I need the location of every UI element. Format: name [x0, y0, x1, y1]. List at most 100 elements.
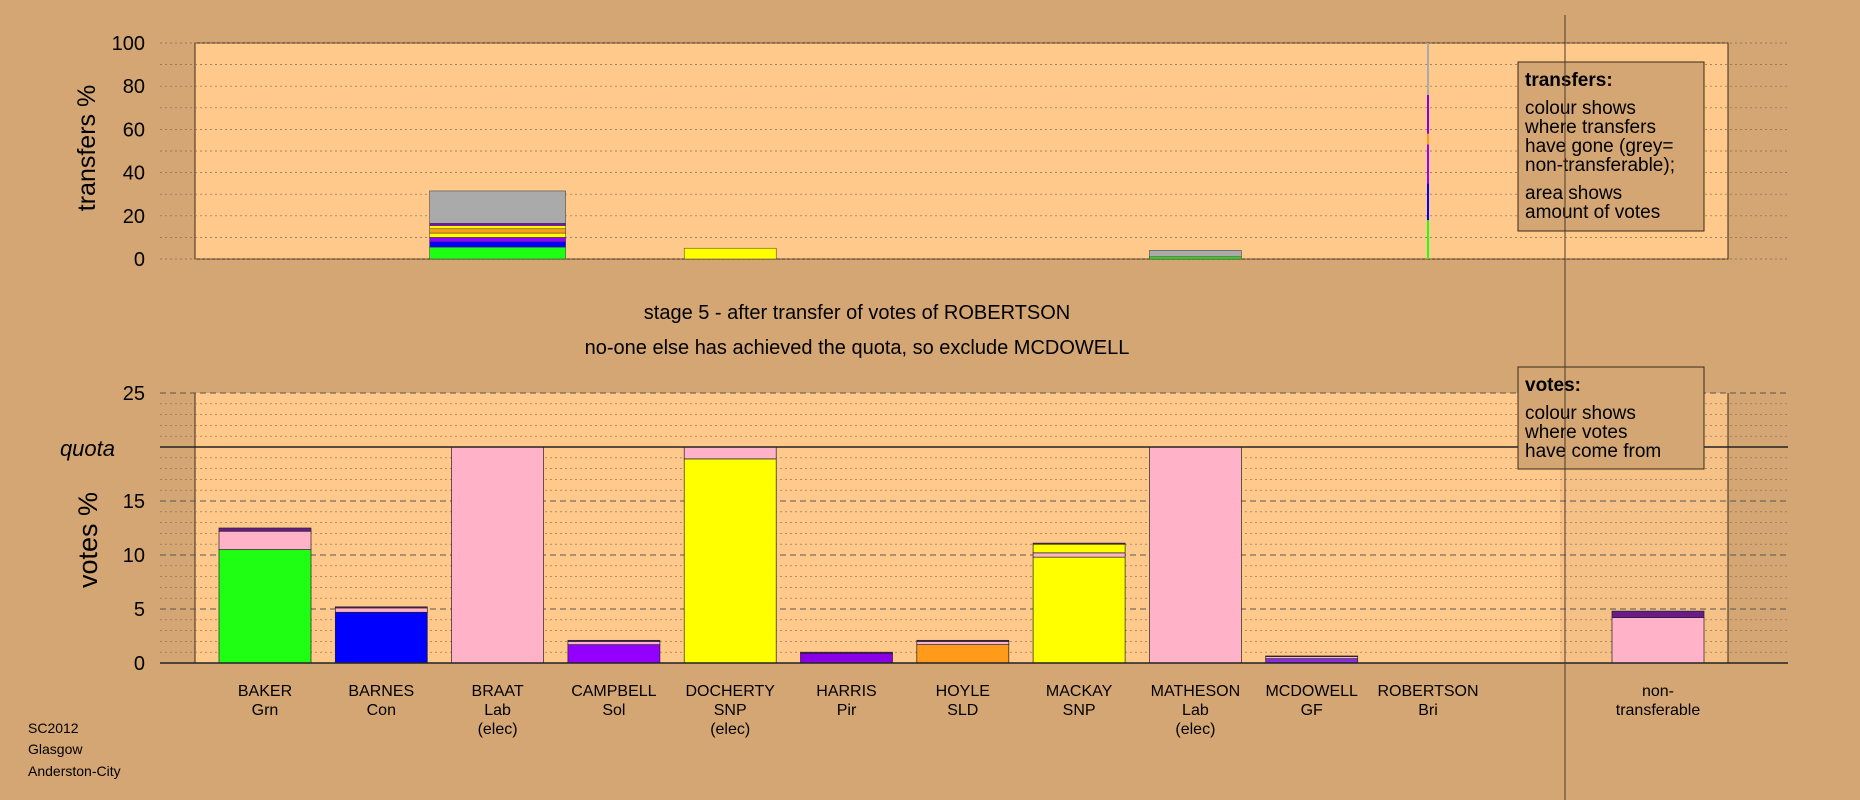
transfer-segment-con — [1427, 183, 1429, 221]
transfer-segment-snp — [429, 225, 566, 230]
candidate-party: Grn — [252, 702, 279, 719]
candidate-name: BRAAT — [472, 683, 524, 700]
votes-legend-title: votes: — [1525, 375, 1581, 396]
candidate-party: SNP — [1063, 702, 1096, 719]
vote-bar-segment-lab — [916, 641, 1010, 645]
vote-bar-segment-lab — [683, 446, 777, 460]
vote-bar-segment-bri — [800, 651, 893, 654]
vote-bar-segment-bri — [916, 639, 1010, 642]
vote-bar-segment-lab — [334, 607, 428, 613]
y-tick-label: 100 — [112, 33, 145, 55]
transfer-segment-grn — [429, 246, 566, 260]
candidate-status: (elec) — [1175, 721, 1215, 738]
vote-bar-segment-bri — [1265, 655, 1359, 657]
candidate-name: CAMPBELL — [571, 683, 656, 700]
candidate-status: (elec) — [478, 721, 518, 738]
y-tick-label: 5 — [134, 599, 145, 621]
candidate-name: MCDOWELL — [1265, 683, 1358, 700]
candidate-name: MACKAY — [1046, 683, 1113, 700]
transfers-panel: 0 20 40 60 80 100 transfers % — [73, 33, 1788, 271]
votes-gridlines — [160, 392, 1788, 664]
transfer-segment-sld — [429, 228, 566, 234]
vote-bar-segment-lab — [218, 530, 312, 550]
transfers-legend-line: non-transferable); — [1525, 155, 1675, 176]
y-tick-label: 10 — [123, 545, 145, 567]
vote-bar-segment-bri — [1032, 542, 1126, 545]
vote-bar-segment-snp — [683, 458, 777, 664]
transfers-y-axis-label: transfers % — [73, 85, 101, 211]
votes-legend-line: have come from — [1525, 441, 1661, 462]
candidate-status: (elec) — [710, 721, 750, 738]
candidate-name: BARNES — [348, 683, 414, 700]
candidate-name: HARRIS — [816, 683, 876, 700]
transfers-legend-line: have gone (grey= — [1525, 136, 1673, 157]
transfers-y-ticks: 0 20 40 60 80 100 — [112, 33, 145, 271]
transfers-legend-line: amount of votes — [1525, 202, 1660, 223]
vote-bar-segment-lab — [567, 641, 661, 645]
vote-bar-segment-lab — [1149, 446, 1242, 664]
vote-bar-segment-bri — [567, 639, 661, 642]
transfers-bars — [429, 43, 1429, 260]
votes-legend-box — [1517, 366, 1705, 470]
vote-bar-segment-pir — [800, 652, 893, 664]
vote-bar-segment-lab — [1032, 552, 1126, 558]
transfer-segment-sld — [1427, 133, 1429, 145]
transfer-segment-sol — [429, 237, 566, 242]
transfer-segment-nontransferable — [1427, 43, 1429, 95]
vote-bar-segment-snp — [1032, 556, 1126, 664]
transfers-legend-line: where transfers — [1524, 117, 1656, 138]
candidate-party: SNP — [714, 702, 747, 719]
y-tick-label: 60 — [123, 119, 145, 141]
transfers-legend-line: area shows — [1525, 183, 1622, 204]
quota-label: quota — [60, 436, 115, 461]
candidate-party: Sol — [602, 702, 625, 719]
y-tick-label: 0 — [134, 653, 145, 675]
transfers-legend-title: transfers: — [1525, 70, 1613, 91]
votes-panel: 0 5 10 15 25 quota votes % BAKER Grn BARNES Con… — [60, 383, 1788, 738]
candidate-party: Lab — [1182, 702, 1209, 719]
footer-ward: Anderston-City — [28, 763, 121, 779]
vote-bar-segment-sld — [916, 644, 1010, 664]
vote-bar-segment-bri — [334, 606, 428, 609]
vote-bar-segment-sol — [567, 644, 661, 664]
y-tick-label: 25 — [123, 383, 145, 405]
stage-action: no-one else has achieved the quota, so e… — [585, 337, 1130, 359]
candidate-name: HOYLE — [936, 683, 990, 700]
candidate-party: Bri — [1418, 702, 1438, 719]
nontransferable-label: non- — [1642, 683, 1674, 700]
candidate-party: GF — [1301, 702, 1323, 719]
transfer-segment-pir — [1427, 94, 1429, 134]
transfers-legend-box — [1517, 61, 1705, 232]
candidate-labels: BAKER Grn BARNES Con BRAAT Lab (elec) CAMPBELL S… — [238, 683, 1700, 738]
vote-bar-segment-con — [334, 611, 428, 664]
votes-y-axis-label: votes % — [73, 492, 103, 588]
nontransferable-label: transferable — [1616, 702, 1701, 719]
vote-bar-segment-lab — [451, 446, 544, 664]
footer-election: SC2012 — [28, 720, 79, 736]
candidate-name: BAKER — [238, 683, 292, 700]
y-tick-label: 80 — [123, 76, 145, 98]
transfer-segment-con — [429, 241, 566, 248]
votes-plot-area — [195, 393, 1728, 663]
transfer-segment-snp — [429, 232, 566, 238]
votes-bars — [218, 446, 1705, 664]
nontransferable-bar-segment-lab — [1611, 617, 1705, 664]
y-tick-label: 20 — [123, 206, 145, 228]
transfer-segment-sol — [1427, 144, 1429, 184]
transfer-segment-snp — [683, 247, 777, 260]
candidate-name: MATHESON — [1151, 683, 1240, 700]
votes-legend-line: where votes — [1524, 422, 1627, 443]
transfers-legend: transfers: colour shows where transfers … — [1517, 61, 1705, 232]
vote-bar-segment-grn — [218, 549, 312, 664]
candidate-name: ROBERTSON — [1377, 683, 1478, 700]
candidate-party: Pir — [837, 702, 857, 719]
vote-bar-segment-bri — [218, 527, 312, 532]
candidate-name: DOCHERTY — [685, 683, 775, 700]
candidate-party: SLD — [947, 702, 978, 719]
candidate-party: Con — [367, 702, 396, 719]
transfer-segment-nontransferable — [1149, 250, 1242, 258]
candidate-party: Lab — [484, 702, 511, 719]
transfers-gridlines — [160, 42, 1788, 260]
votes-y-ticks: 0 5 10 15 25 — [123, 383, 145, 675]
